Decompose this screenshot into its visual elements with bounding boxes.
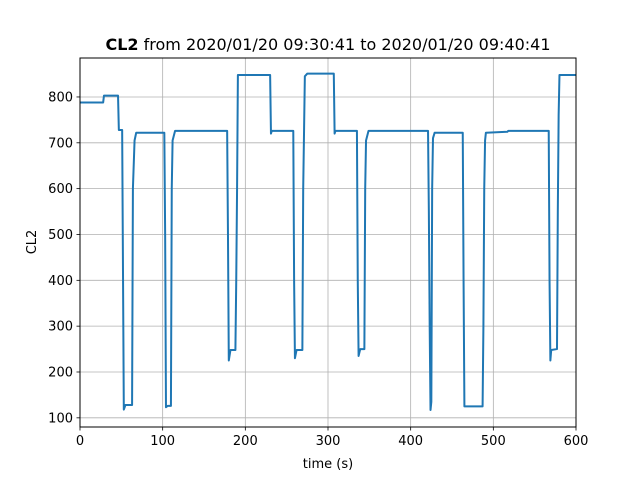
x-axis-label: time (s) [303, 457, 353, 472]
x-tick-label: 0 [76, 434, 84, 449]
chart-title: CL2 from 2020/01/20 09:30:41 to 2020/01/… [105, 35, 550, 54]
y-tick-label: 300 [48, 320, 73, 335]
x-tick-label: 600 [564, 434, 589, 449]
y-tick-label: 400 [48, 274, 73, 289]
y-tick-label: 500 [48, 228, 73, 243]
x-tick-label: 500 [481, 434, 506, 449]
y-tick-label: 600 [48, 182, 73, 197]
y-tick-label: 200 [48, 365, 73, 380]
x-tick-label: 200 [233, 434, 258, 449]
x-axis: 0 100 200 300 400 500 600 [76, 427, 589, 449]
grid [79, 58, 577, 427]
x-tick-label: 400 [398, 434, 423, 449]
y-axis: 100 200 300 400 500 600 700 800 [48, 90, 80, 426]
series-line [80, 72, 576, 412]
y-axis-label: CL2 [25, 230, 40, 255]
chart-title-bold: CL2 [105, 35, 138, 54]
x-tick-label: 100 [150, 434, 175, 449]
y-tick-label: 800 [48, 90, 73, 105]
x-tick-label: 300 [316, 434, 341, 449]
chart-title-rest: from 2020/01/20 09:30:41 to 2020/01/20 0… [144, 35, 551, 54]
y-tick-label: 100 [48, 411, 73, 426]
y-tick-label: 700 [48, 136, 73, 151]
series-layer [80, 72, 576, 412]
